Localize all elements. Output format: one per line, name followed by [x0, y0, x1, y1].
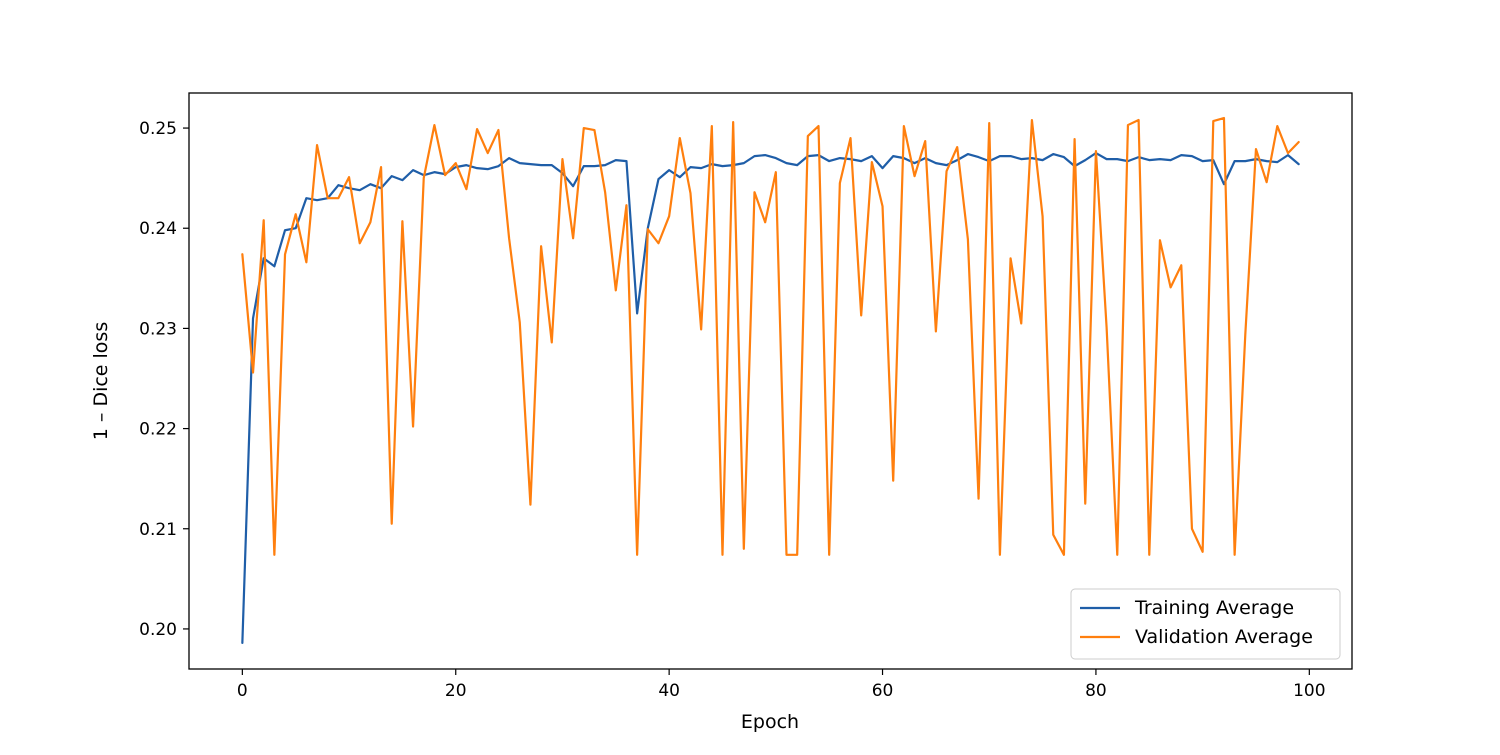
x-tick-label: 20 [445, 681, 467, 701]
y-tick-label: 0.20 [139, 620, 177, 640]
x-tick-label: 60 [872, 681, 894, 701]
x-tick-label: 40 [658, 681, 680, 701]
x-tick-label: 100 [1293, 681, 1325, 701]
x-tick-label: 80 [1085, 681, 1107, 701]
legend: Training Average Validation Average [1070, 588, 1341, 660]
series-line-training [241, 152, 1300, 645]
y-tick-label: 0.25 [139, 119, 177, 139]
plot-frame [188, 92, 1353, 670]
y-tick-label: 0.22 [139, 420, 177, 440]
x-axis-label: Epoch [741, 711, 799, 733]
legend-box [1070, 588, 1341, 660]
x-tick-label: 0 [237, 681, 248, 701]
legend-label-validation: Validation Average [1135, 626, 1313, 648]
legend-label-training: Training Average [1134, 597, 1294, 619]
x-axis-ticks: 0 20 40 60 80 100 [237, 669, 1326, 701]
y-tick-label: 0.23 [139, 319, 177, 339]
y-axis-label: 1 – Dice loss [90, 322, 112, 440]
y-tick-label: 0.24 [139, 219, 177, 239]
y-tick-label: 0.21 [139, 520, 177, 540]
plot-area [241, 116, 1300, 645]
y-axis-ticks: 0.20 0.21 0.22 0.23 0.24 0.25 [139, 119, 189, 640]
series-line-validation [241, 116, 1300, 556]
